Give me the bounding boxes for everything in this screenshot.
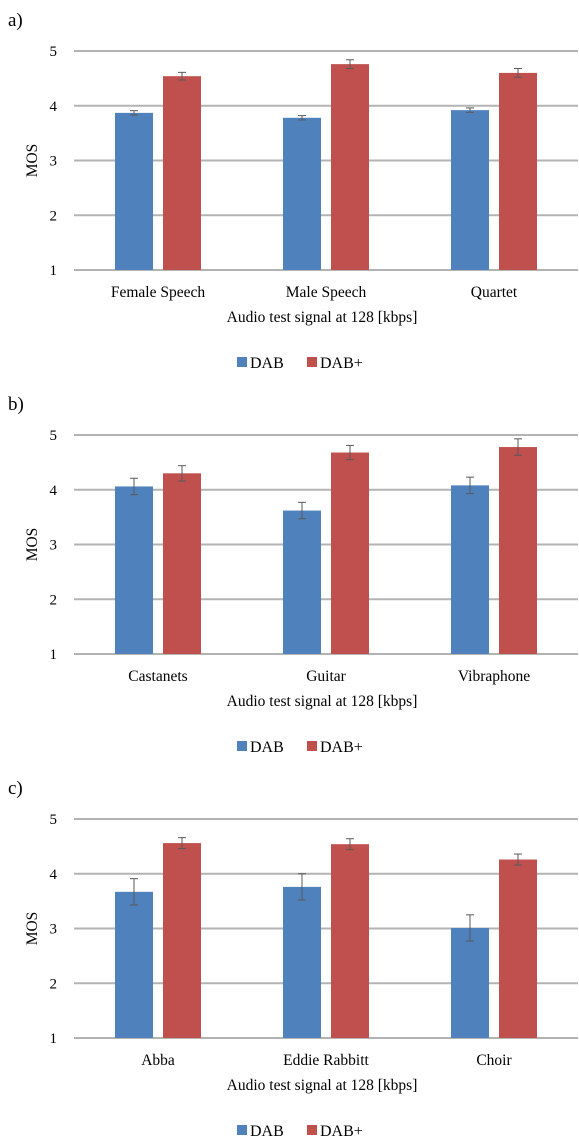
panel-label: c) [8,778,23,799]
y-tick-label: 5 [50,428,58,444]
bar-dab [451,485,489,654]
bar-dab [283,117,321,270]
y-tick-label: 2 [50,976,58,992]
legend-swatch [237,1125,247,1135]
legend-swatch [237,741,247,751]
y-tick-label: 3 [50,922,58,938]
x-tick-label: Female Speech [111,284,206,301]
legend-label: DAB [250,355,284,372]
x-tick-label: Castanets [128,668,187,685]
x-tick-label: Quartet [471,284,518,301]
bar-dabplus [499,859,537,1038]
x-tick-label: Abba [141,1052,175,1069]
panel-label: b) [8,394,24,415]
x-tick-label: Eddie Rabbitt [283,1052,369,1069]
y-tick-label: 3 [50,154,58,170]
y-tick-label: 2 [50,592,58,608]
y-tick-label: 4 [50,867,58,883]
y-axis-title: MOS [24,912,41,946]
y-axis-title: MOS [24,144,41,178]
chart-panel-a: a) 1 2 3 4 5 MOS Female Speech Male Speech Quarte… [0,0,579,380]
y-tick-label: 4 [50,99,58,115]
y-tick-label: 5 [50,44,58,60]
bar-dabplus [163,843,201,1038]
x-axis-title: Audio test signal at 128 [kbps] [227,693,418,710]
bar-dab [451,927,489,1038]
bar-dab [283,886,321,1038]
legend-swatch [307,741,317,751]
y-axis-title: MOS [24,528,41,562]
y-tick-label: 1 [50,1031,58,1047]
bar-dabplus [499,72,537,271]
x-tick-label: Vibraphone [458,668,530,685]
y-tick-label: 1 [50,647,58,663]
bar-dab [283,510,321,654]
chart-svg: c) 1 2 3 4 5 MOS Abba Eddie Rabbitt Choir Audio te… [8,778,578,1140]
y-tick-label: 2 [50,208,58,224]
y-tick-label: 3 [50,538,58,554]
legend-label: DAB [250,739,284,756]
x-tick-label: Choir [476,1052,512,1069]
legend-swatch [307,1125,317,1135]
y-tick-label: 4 [50,483,58,499]
bar-dabplus [163,76,201,270]
x-axis-title: Audio test signal at 128 [kbps] [227,309,418,326]
chart-svg: b) 1 2 3 4 5 MOS Castanets Guitar Vibraphone Audio… [8,394,578,756]
x-axis-title: Audio test signal at 128 [kbps] [227,1077,418,1094]
chart-panel-b: b) 1 2 3 4 5 MOS Castanets Guitar Vibraphone Audio… [0,384,579,764]
y-tick-label: 1 [50,263,58,279]
legend-label: DAB+ [320,355,363,372]
bar-dabplus [163,473,201,654]
panel-label: a) [8,10,23,31]
chart-panel-c: c) 1 2 3 4 5 MOS Abba Eddie Rabbitt Choir Audio te… [0,768,579,1148]
x-tick-label: Male Speech [286,284,367,301]
bar-dabplus [499,447,537,654]
y-tick-label: 5 [50,812,58,828]
chart-svg: a) 1 2 3 4 5 MOS Female Speech Male Speech Quarte… [8,10,578,372]
legend-label: DAB+ [320,1123,363,1140]
bar-dabplus [331,844,369,1038]
legend-label: DAB+ [320,739,363,756]
bar-dabplus [331,452,369,654]
x-tick-label: Guitar [306,668,346,685]
legend-swatch [307,357,317,367]
bar-dab [115,486,153,654]
bar-dab [115,891,153,1038]
bar-dab [451,110,489,270]
bar-dab [115,112,153,271]
legend-swatch [237,357,247,367]
bar-dabplus [331,64,369,270]
legend-label: DAB [250,1123,284,1140]
